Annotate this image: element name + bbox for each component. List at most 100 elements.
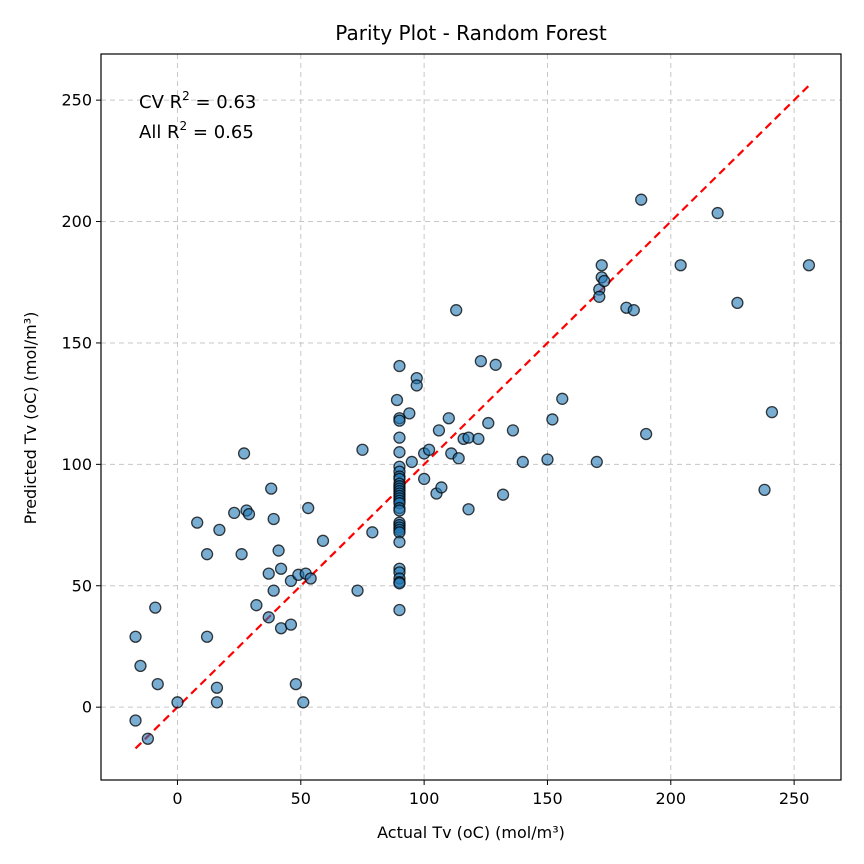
- data-point: [200, 630, 214, 643]
- data-point: [235, 548, 248, 561]
- data-point: [731, 296, 744, 310]
- data-point: [403, 407, 416, 420]
- data-point: [516, 455, 529, 469]
- parity-line: [134, 84, 810, 750]
- data-point: [482, 416, 495, 430]
- x-tick-label: 150: [532, 789, 563, 808]
- all-r2-annotation: All R2 = 0.65: [139, 119, 254, 143]
- data-point: [802, 259, 816, 272]
- data-point: [417, 472, 431, 486]
- data-point: [304, 572, 317, 585]
- data-point: [297, 696, 310, 709]
- cv-r2-annotation: CV R2 = 0.63: [139, 89, 256, 113]
- data-point: [267, 512, 280, 526]
- data-point: [250, 599, 263, 612]
- data-point: [274, 562, 288, 575]
- y-tick-label: 150: [61, 333, 92, 352]
- data-point: [758, 483, 771, 496]
- grid-lines: [101, 54, 841, 780]
- y-tick-label: 50: [72, 576, 92, 595]
- data-point: [302, 501, 315, 515]
- data-point: [200, 548, 214, 561]
- all-r2-exponent: 2: [180, 119, 188, 133]
- data-point: [593, 290, 606, 303]
- plot-frame: [100, 53, 842, 781]
- data-point: [462, 503, 475, 516]
- data-point: [262, 611, 275, 624]
- data-point: [598, 274, 611, 288]
- data-point: [639, 427, 653, 441]
- data-point: [265, 482, 278, 495]
- data-point: [134, 659, 147, 673]
- data-point: [489, 358, 502, 371]
- data-point: [149, 601, 162, 614]
- data-point: [284, 618, 298, 631]
- data-point: [262, 567, 275, 580]
- x-tick-label: 100: [409, 789, 440, 808]
- all-r2-label: All R: [139, 122, 180, 143]
- data-point: [405, 455, 418, 469]
- data-point: [556, 392, 569, 405]
- data-point: [627, 304, 640, 317]
- x-tick-label: 50: [291, 789, 311, 808]
- chart-title: Parity Plot - Random Forest: [335, 21, 607, 45]
- data-point: [242, 507, 256, 521]
- data-point: [765, 405, 779, 419]
- data-point: [590, 455, 603, 469]
- data-point: [351, 584, 364, 597]
- x-axis-ticks: 0 50 100 150 200 250: [172, 780, 809, 808]
- data-point: [393, 603, 406, 617]
- all-r2-value: = 0.65: [187, 122, 254, 143]
- data-point: [674, 259, 687, 272]
- y-axis-ticks: 0 50 100 150 200 250: [61, 91, 101, 717]
- data-point: [237, 447, 251, 460]
- data-point: [316, 534, 330, 547]
- data-point: [410, 379, 423, 392]
- x-tick-label: 0: [172, 789, 182, 808]
- data-point: [541, 453, 554, 466]
- data-point: [393, 504, 406, 517]
- data-point: [442, 412, 455, 425]
- y-tick-label: 250: [61, 91, 92, 110]
- data-point: [506, 424, 520, 437]
- data-point: [129, 714, 142, 727]
- data-point: [191, 516, 204, 529]
- data-point: [393, 431, 406, 444]
- data-point: [393, 446, 406, 459]
- x-axis-label: Actual Tv (oC) (mol/m³): [377, 823, 565, 842]
- data-point: [272, 544, 285, 557]
- data-point: [356, 443, 369, 456]
- data-point: [289, 677, 303, 691]
- data-point: [452, 452, 465, 465]
- data-point: [228, 506, 241, 520]
- data-point: [141, 732, 155, 745]
- data-point: [393, 359, 406, 373]
- y-axis-label: Predicted Tv (oC) (mol/m³): [21, 312, 40, 525]
- data-point: [267, 584, 280, 597]
- data-point: [474, 355, 488, 368]
- data-point: [432, 424, 446, 437]
- data-point: [435, 481, 448, 494]
- x-tick-label: 250: [779, 789, 810, 808]
- data-point: [393, 414, 406, 427]
- data-point: [151, 677, 164, 691]
- scatter-points: [129, 193, 816, 745]
- y-tick-label: 200: [61, 212, 92, 231]
- x-tick-label: 200: [656, 789, 687, 808]
- data-point: [595, 259, 608, 272]
- data-point: [422, 443, 436, 456]
- data-point: [210, 696, 224, 709]
- data-point: [366, 526, 379, 539]
- data-point: [210, 681, 224, 694]
- data-point: [393, 535, 406, 549]
- data-point: [496, 488, 510, 501]
- data-point: [213, 523, 226, 537]
- data-point: [472, 432, 485, 446]
- y-tick-label: 100: [61, 455, 92, 474]
- y-tick-label: 0: [82, 698, 92, 717]
- data-point: [390, 393, 404, 407]
- data-point: [450, 304, 463, 317]
- data-point: [711, 206, 724, 220]
- cv-r2-value: = 0.63: [190, 92, 257, 113]
